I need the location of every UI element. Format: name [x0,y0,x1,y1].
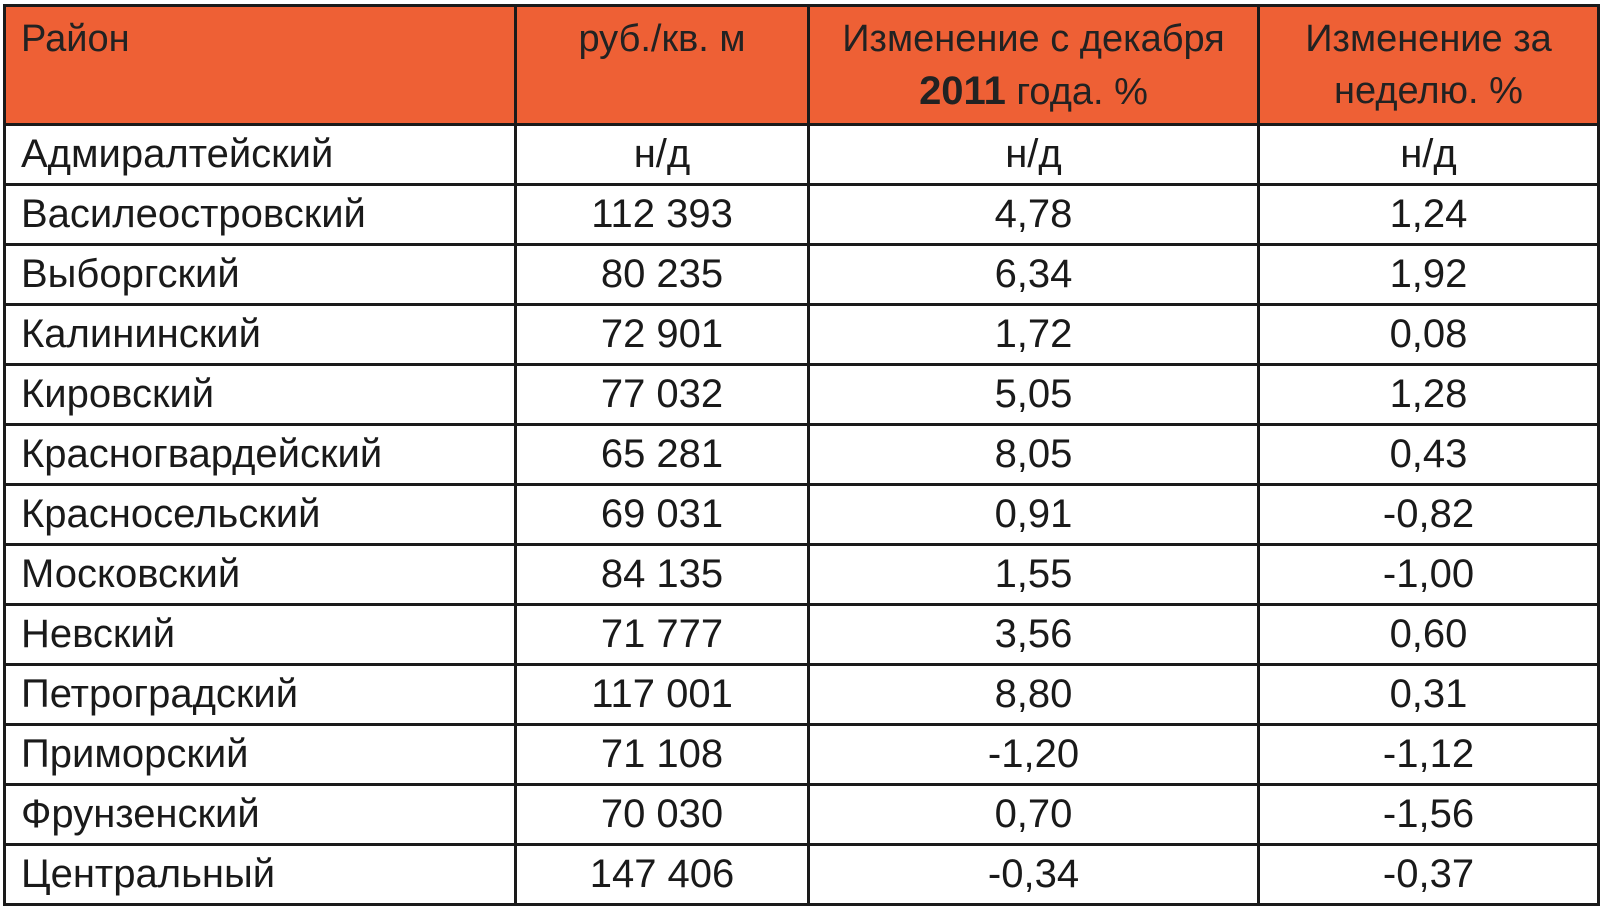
change-week-cell: 0,08 [1257,303,1600,366]
table-row: Красногвардейский 65 281 8,05 0,43 [3,423,1600,486]
change-week-cell: 1,24 [1257,183,1600,246]
change-week-cell: 1,28 [1257,363,1600,426]
change-week-cell: н/д [1257,123,1600,186]
price-cell: 71 108 [514,723,810,786]
header-district: Район [3,4,517,126]
district-cell: Адмиралтейский [3,123,517,186]
district-cell: Выборгский [3,243,517,306]
change-week-cell: -1,56 [1257,783,1600,846]
table-row: Петроградский 117 001 8,80 0,31 [3,663,1600,726]
district-cell: Невский [3,603,517,666]
table-row: Невский 71 777 3,56 0,60 [3,603,1600,666]
table-row: Красносельский 69 031 0,91 -0,82 [3,483,1600,546]
table-row: Фрунзенский 70 030 0,70 -1,56 [3,783,1600,846]
change-since-december-cell: 1,72 [807,303,1260,366]
price-cell: 80 235 [514,243,810,306]
price-cell: н/д [514,123,810,186]
price-table-container: Район руб./кв. м Изменение с декабря 201… [3,4,1600,906]
change-since-december-cell: 0,91 [807,483,1260,546]
table-row: Московский 84 135 1,55 -1,00 [3,543,1600,606]
change-since-december-cell: -0,34 [807,843,1260,906]
district-cell: Кировский [3,363,517,426]
header-change-week-line2: неделю. % [1334,70,1523,112]
table-row: Адмиралтейский н/д н/д н/д [3,123,1600,186]
table-body: Адмиралтейский н/д н/д н/д Василеостровский 1… [3,123,1600,906]
change-since-december-cell: 6,34 [807,243,1260,306]
table-row: Центральный 147 406 -0,34 -0,37 [3,843,1600,906]
header-change-since-december: Изменение с декабря 2011 года. % [807,4,1260,126]
change-week-cell: -1,00 [1257,543,1600,606]
header-price: руб./кв. м [514,4,810,126]
change-since-december-cell: н/д [807,123,1260,186]
change-since-december-cell: 0,70 [807,783,1260,846]
district-cell: Красносельский [3,483,517,546]
district-cell: Московский [3,543,517,606]
table-row: Калининский 72 901 1,72 0,08 [3,303,1600,366]
district-cell: Приморский [3,723,517,786]
change-week-cell: -1,12 [1257,723,1600,786]
table-row: Выборгский 80 235 6,34 1,92 [3,243,1600,306]
change-week-cell: 0,60 [1257,603,1600,666]
price-cell: 112 393 [514,183,810,246]
change-since-december-cell: 3,56 [807,603,1260,666]
change-since-december-cell: 8,05 [807,423,1260,486]
price-cell: 117 001 [514,663,810,726]
price-cell: 84 135 [514,543,810,606]
change-week-cell: -0,37 [1257,843,1600,906]
price-cell: 69 031 [514,483,810,546]
change-week-cell: 1,92 [1257,243,1600,306]
price-cell: 77 032 [514,363,810,426]
price-cell: 71 777 [514,603,810,666]
price-cell: 147 406 [514,843,810,906]
district-cell: Калининский [3,303,517,366]
district-cell: Центральный [3,843,517,906]
header-change-since-december-line2: года. % [1005,71,1148,113]
change-since-december-cell: -1,20 [807,723,1260,786]
header-change-since-december-line1: Изменение с декабря [842,18,1225,60]
header-row: Район руб./кв. м Изменение с декабря 201… [3,4,1600,126]
price-cell: 70 030 [514,783,810,846]
table-row: Василеостровский 112 393 4,78 1,24 [3,183,1600,246]
header-change-year: 2011 [919,69,1006,113]
change-since-december-cell: 4,78 [807,183,1260,246]
price-cell: 65 281 [514,423,810,486]
district-cell: Петроградский [3,663,517,726]
table-header: Район руб./кв. м Изменение с декабря 201… [3,4,1600,126]
price-cell: 72 901 [514,303,810,366]
change-week-cell: -0,82 [1257,483,1600,546]
header-change-week-line1: Изменение за [1305,18,1552,60]
district-cell: Фрунзенский [3,783,517,846]
header-change-week: Изменение за неделю. % [1257,4,1600,126]
district-cell: Красногвардейский [3,423,517,486]
table-row: Приморский 71 108 -1,20 -1,12 [3,723,1600,786]
change-since-december-cell: 1,55 [807,543,1260,606]
district-price-table: Район руб./кв. м Изменение с декабря 201… [3,4,1600,906]
change-week-cell: 0,31 [1257,663,1600,726]
change-since-december-cell: 8,80 [807,663,1260,726]
district-cell: Василеостровский [3,183,517,246]
table-row: Кировский 77 032 5,05 1,28 [3,363,1600,426]
change-since-december-cell: 5,05 [807,363,1260,426]
change-week-cell: 0,43 [1257,423,1600,486]
